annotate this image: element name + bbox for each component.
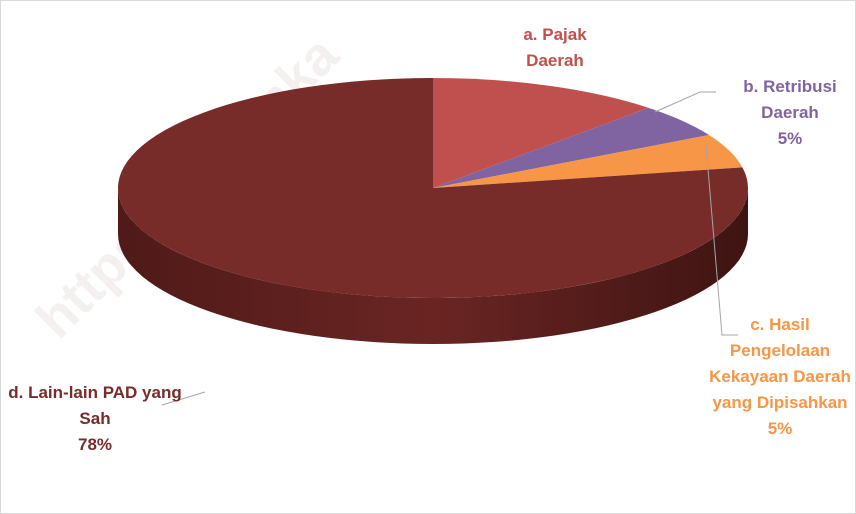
- pie-slice: [433, 107, 710, 188]
- pie-slice: [117, 78, 748, 298]
- category-label: b. Retribusi Daerah: [743, 77, 837, 122]
- data-label: b. Retribusi Daerah 5%: [715, 74, 856, 152]
- pie-slice: [433, 78, 649, 188]
- value-label: 5%: [767, 419, 793, 438]
- pie-side: [118, 188, 748, 344]
- pie: [117, 78, 748, 344]
- category-label: d. Lain-lain PAD yang Sah: [8, 383, 182, 428]
- leader-line: [161, 391, 206, 406]
- value-label: 78%: [77, 435, 113, 454]
- category-label: a. Pajak Daerah: [523, 25, 587, 70]
- pie-slice: [433, 135, 743, 188]
- data-label: c. Hasil Pengelolaan Kekayaan Daerah yan…: [700, 312, 856, 442]
- data-label: d. Lain-lain PAD yang Sah 78%: [0, 380, 190, 458]
- leader-line: [654, 91, 716, 113]
- data-label: a. Pajak Daerah: [500, 22, 610, 74]
- leader-line: [705, 144, 738, 336]
- value-label: 5%: [777, 129, 803, 148]
- category-label: c. Hasil Pengelolaan Kekayaan Daerah yan…: [709, 315, 851, 412]
